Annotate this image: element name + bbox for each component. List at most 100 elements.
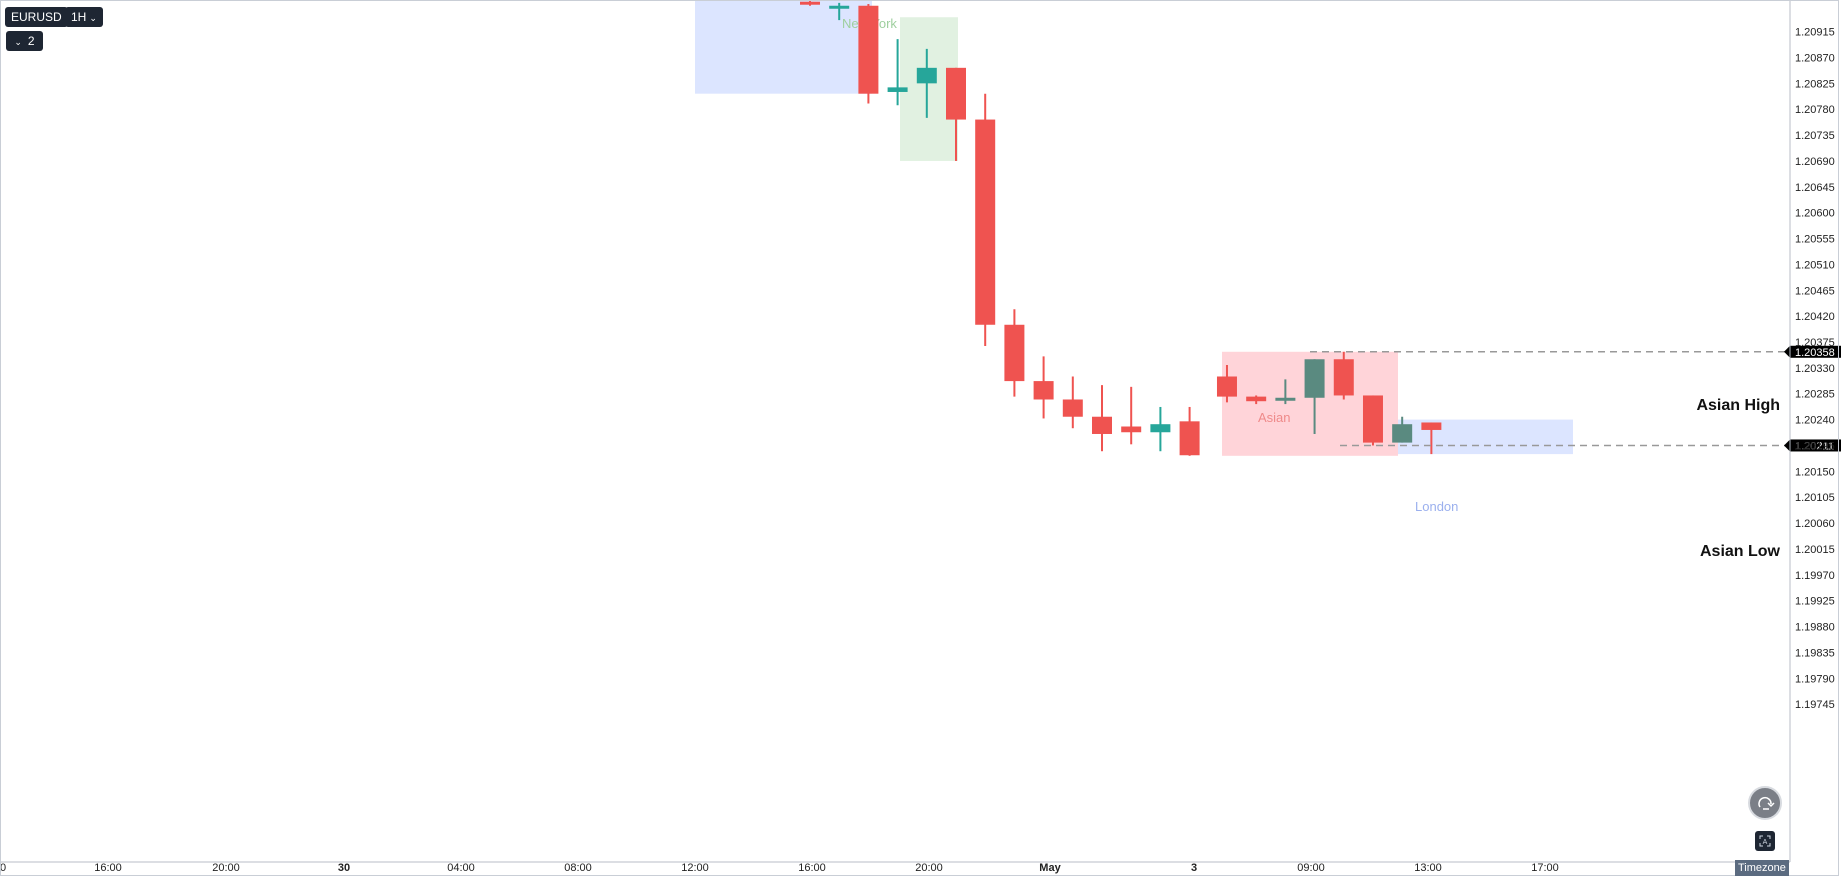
level-price-badge — [1790, 439, 1841, 452]
candle-body — [1179, 421, 1200, 456]
price-tick-label: 1.20285 — [1795, 389, 1835, 401]
candle[interactable] — [1246, 395, 1267, 405]
time-tick-label: 16:00 — [94, 862, 122, 874]
candle[interactable] — [1421, 422, 1442, 455]
candle[interactable] — [800, 0, 820, 6]
level-label: Asian High — [1696, 397, 1780, 414]
candle-body — [975, 119, 996, 325]
time-tick-label: 20:00 — [915, 862, 943, 874]
candle[interactable] — [1216, 365, 1237, 403]
chevron-down-icon: ⌄ — [89, 13, 97, 23]
auto-scale-icon: A — [1759, 835, 1771, 847]
candle-body — [1392, 424, 1413, 443]
candle[interactable] — [1004, 309, 1025, 397]
candle[interactable] — [1362, 395, 1383, 446]
candle[interactable] — [1062, 376, 1083, 429]
price-tick-label: 1.20150 — [1795, 466, 1835, 478]
indicators-count: 2 — [27, 34, 35, 48]
interval-button[interactable]: 1H ⌄ — [65, 7, 103, 27]
price-tick-label: 1.20690 — [1795, 156, 1835, 168]
candle[interactable] — [829, 2, 850, 21]
candle[interactable] — [1150, 406, 1171, 452]
candle[interactable] — [858, 4, 879, 104]
candle-body — [1421, 422, 1442, 430]
candle[interactable] — [1092, 385, 1112, 452]
time-tick-label: May — [1039, 862, 1061, 874]
candle-body — [1362, 395, 1383, 443]
price-tick-label: 1.20105 — [1795, 492, 1835, 504]
price-tick-label: 1.20330 — [1795, 363, 1835, 375]
price-tick-label: 1.20600 — [1795, 208, 1835, 220]
price-tick-label: 1.20240 — [1795, 415, 1835, 427]
candle-body — [1150, 424, 1171, 433]
time-tick-label: 30 — [338, 862, 350, 874]
candle-body — [1121, 426, 1142, 433]
candle[interactable] — [1304, 359, 1325, 434]
price-tick-label: 1.20735 — [1795, 130, 1835, 142]
candle[interactable] — [1033, 356, 1054, 419]
time-tick-label: 16:00 — [798, 862, 826, 874]
candle[interactable] — [916, 48, 937, 118]
candle-body — [887, 87, 908, 92]
candle[interactable] — [1275, 379, 1296, 405]
session-zone — [695, 0, 872, 94]
candle-body — [916, 67, 937, 84]
indicators-toggle-button[interactable]: ⌄ 2 — [6, 31, 43, 51]
price-tick-label: 1.19745 — [1795, 699, 1835, 711]
candle-body — [858, 5, 879, 94]
candle-body — [1004, 324, 1025, 382]
level-price-badge — [1790, 345, 1841, 358]
candle[interactable] — [946, 67, 966, 161]
price-tick-label: 1.20825 — [1795, 78, 1835, 90]
timezone-button[interactable]: Timezone — [1735, 860, 1789, 876]
price-tick-label: 1.20915 — [1795, 27, 1835, 39]
session-label: Asian — [1258, 410, 1291, 425]
price-tick-label: 1.20780 — [1795, 104, 1835, 116]
time-tick-label: 17:00 — [1531, 862, 1559, 874]
symbol-label: EURUSD — [11, 10, 62, 24]
time-tick-label: 09:00 — [1297, 862, 1325, 874]
candle[interactable] — [1333, 351, 1354, 400]
candle[interactable] — [975, 93, 996, 347]
level-label: Asian Low — [1700, 543, 1781, 560]
timezone-label: Timezone — [1738, 862, 1786, 874]
price-tick-label: 1.20645 — [1795, 182, 1835, 194]
price-tick-label: 1.19835 — [1795, 647, 1835, 659]
time-tick-label: 08:00 — [564, 862, 592, 874]
reset-chart-button[interactable] — [1748, 786, 1782, 820]
candle-body — [1304, 359, 1325, 398]
svg-text:A: A — [1763, 839, 1768, 846]
candle-body — [1216, 376, 1237, 397]
candle-body — [946, 67, 966, 120]
candle[interactable] — [1392, 416, 1413, 443]
price-tick-label: 1.20465 — [1795, 285, 1835, 297]
level-badge-arrow — [1784, 439, 1790, 452]
price-tick-label: 1.19970 — [1795, 570, 1835, 582]
price-tick-label: 1.20420 — [1795, 311, 1835, 323]
candle[interactable] — [1179, 406, 1200, 456]
screenshot-button[interactable]: A — [1755, 831, 1775, 851]
candle-body — [1246, 396, 1267, 402]
level-price-value: 1.20358 — [1795, 347, 1835, 359]
candle[interactable] — [1121, 386, 1142, 445]
price-tick-label: 1.20195 — [1795, 440, 1835, 452]
candle-body — [1033, 381, 1054, 400]
time-tick-label: 12:00 — [681, 862, 709, 874]
session-label: London — [1415, 499, 1458, 514]
price-tick-label: 1.20555 — [1795, 234, 1835, 246]
candle[interactable] — [887, 39, 908, 106]
price-tick-label: 1.19880 — [1795, 622, 1835, 634]
price-tick-label: 1.19790 — [1795, 673, 1835, 685]
candle-body — [1275, 397, 1296, 401]
candle-body — [1333, 359, 1354, 396]
price-tick-label: 1.20510 — [1795, 259, 1835, 271]
level-badge-arrow — [1784, 345, 1790, 358]
symbol-button[interactable]: EURUSD — [5, 7, 68, 27]
candle-body — [800, 1, 820, 5]
price-tick-label: 1.20870 — [1795, 52, 1835, 64]
chevron-down-icon: ⌄ — [14, 37, 22, 47]
level-price-value: 1.20211 — [1795, 440, 1834, 452]
time-tick-label: 13:00 — [1414, 862, 1442, 874]
reset-icon — [1758, 796, 1775, 810]
